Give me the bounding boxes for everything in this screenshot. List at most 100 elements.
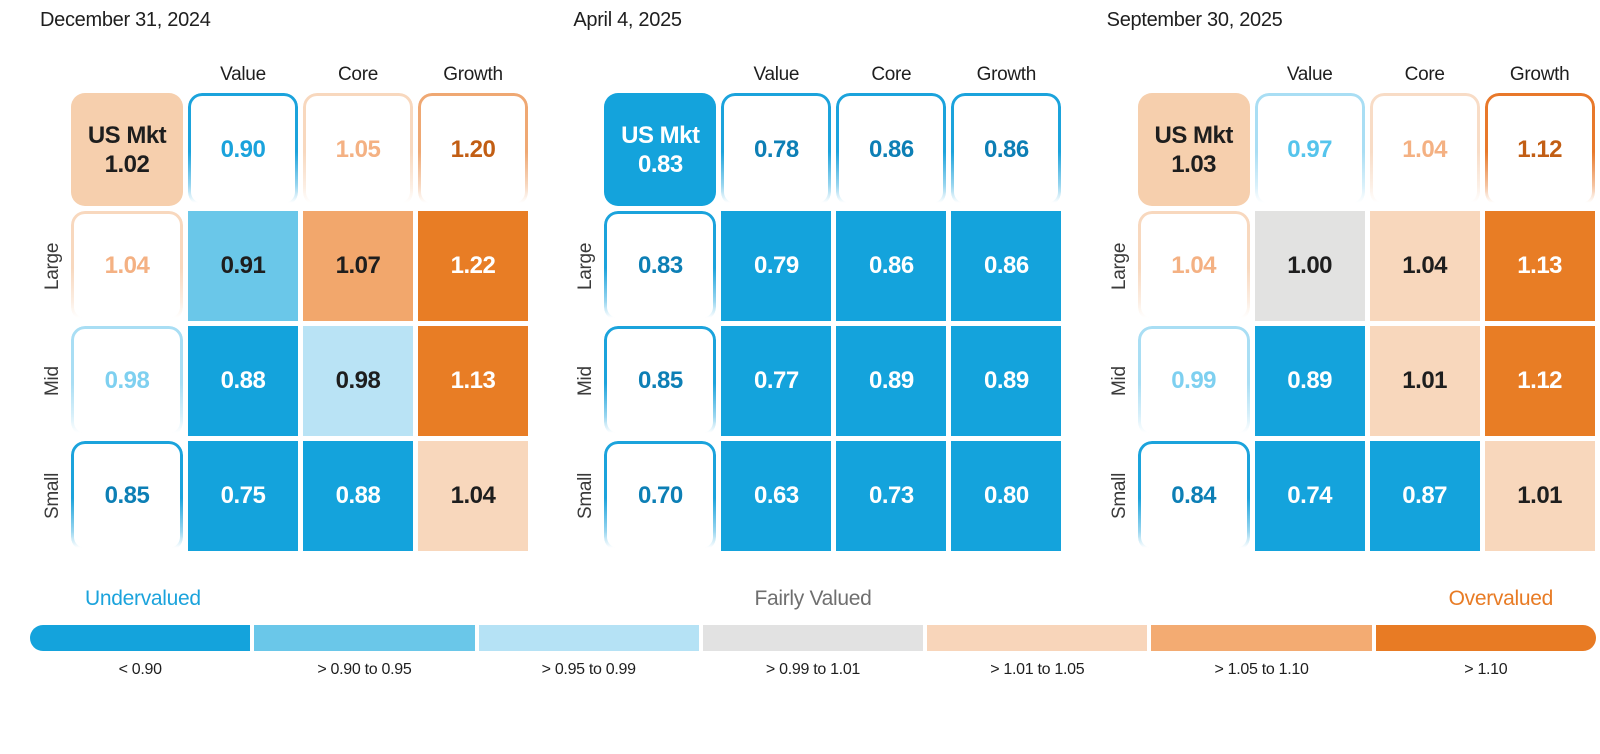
- grid-corner: [1107, 93, 1133, 206]
- us-market-value: 0.83: [637, 150, 683, 178]
- grid-cell-mid-growth: 1.12: [1484, 326, 1595, 436]
- grid-corner: [1138, 64, 1250, 88]
- legend-label-undervalued: Undervalued: [85, 587, 201, 610]
- column-header-value: Value: [1286, 64, 1333, 85]
- us-market-value: 1.03: [1171, 150, 1217, 178]
- grid-corner: [573, 93, 599, 206]
- row-summary-small: 0.85: [71, 441, 183, 551]
- style-box-grid: Value Core Growth US Mkt 0.83 0.78 0.86 …: [573, 64, 1066, 551]
- grid-corner: [1107, 64, 1133, 88]
- grid-corner: [604, 64, 716, 88]
- grid-cell-mid-growth: 1.13: [418, 326, 528, 436]
- column-header-growth: Growth: [976, 64, 1037, 85]
- grid-corner: [40, 64, 66, 88]
- row-summary-large: 1.04: [71, 211, 183, 321]
- legend-label-overvalued: Overvalued: [1448, 587, 1554, 610]
- column-header-value: Value: [753, 64, 800, 85]
- row-summary-large: 1.04: [1137, 211, 1250, 321]
- grid-cell-small-value: 0.63: [721, 441, 832, 551]
- grid-cell-mid-core: 0.89: [836, 326, 947, 436]
- panel-apr-4-2025: April 4, 2025 Value Core Growth US Mkt 0…: [533, 0, 1066, 551]
- row-label-mid: Mid: [1108, 366, 1130, 396]
- grid-cell-large-core: 1.07: [303, 211, 413, 321]
- us-market-value: 1.02: [104, 150, 150, 178]
- row-label-mid: Mid: [575, 366, 597, 396]
- legend-titles: Undervalued Fairly Valued Overvalued: [30, 587, 1596, 611]
- grid-cell-small-core: 0.73: [836, 441, 947, 551]
- legend-segment: [702, 625, 924, 651]
- panel-sep-30-2025: September 30, 2025 Value Core Growth US …: [1067, 0, 1600, 551]
- panel-dec-31-2024: December 31, 2024 Value Core Growth US M…: [0, 0, 533, 551]
- legend-segment: [1375, 625, 1596, 651]
- grid-corner: [71, 64, 183, 88]
- legend-range: > 0.95 to 0.99: [541, 661, 636, 678]
- grid-cell-large-growth: 1.22: [418, 211, 528, 321]
- legend-range: > 0.99 to 1.01: [765, 661, 861, 678]
- legend-segment: [1151, 625, 1372, 651]
- column-header-value: Value: [220, 64, 266, 85]
- grid-cell-mid-core: 1.01: [1369, 326, 1480, 436]
- column-summary-value: 0.97: [1254, 93, 1365, 206]
- legend-segment: [30, 625, 251, 651]
- grid-cell-large-value: 0.79: [721, 211, 832, 321]
- row-summary-small: 0.70: [604, 441, 717, 551]
- grid-corner: [40, 93, 66, 206]
- column-header-core: Core: [871, 64, 912, 85]
- legend-range: > 1.01 to 1.05: [990, 661, 1085, 678]
- style-box-grid: Value Core Growth US Mkt 1.02 0.90 1.05 …: [40, 64, 533, 551]
- us-market-cell: US Mkt 1.02: [71, 93, 183, 206]
- legend-color-bar: [30, 625, 1596, 651]
- row-label-large: Large: [1108, 242, 1130, 290]
- grid-cell-large-core: 0.86: [836, 211, 947, 321]
- column-summary-growth: 1.20: [418, 93, 528, 206]
- grid-cell-small-core: 0.88: [303, 441, 413, 551]
- row-summary-mid: 0.85: [604, 326, 717, 436]
- us-market-label: US Mkt: [621, 121, 700, 149]
- column-summary-growth: 1.12: [1484, 93, 1595, 206]
- grid-cell-small-growth: 1.04: [418, 441, 528, 551]
- panel-date: December 31, 2024: [40, 9, 211, 31]
- row-summary-small: 0.84: [1137, 441, 1250, 551]
- legend-range-labels: < 0.90 > 0.90 to 0.95 > 0.95 to 0.99 > 0…: [30, 661, 1596, 679]
- grid-cell-large-value: 0.91: [188, 211, 298, 321]
- grid-cell-small-growth: 0.80: [951, 441, 1062, 551]
- legend-range: > 1.05 to 1.10: [1214, 661, 1309, 678]
- us-market-cell: US Mkt 1.03: [1137, 93, 1250, 206]
- grid-corner: [573, 64, 599, 88]
- row-label-small: Small: [1108, 473, 1130, 520]
- column-header-growth: Growth: [1509, 64, 1570, 85]
- row-label-small: Small: [42, 473, 63, 520]
- grid-cell-mid-value: 0.77: [721, 326, 832, 436]
- legend-segment: [478, 625, 699, 651]
- grid-cell-large-value: 1.00: [1254, 211, 1365, 321]
- legend-label-fairly-valued: Fairly Valued: [754, 587, 872, 610]
- column-summary-core: 1.04: [1369, 93, 1480, 206]
- grid-cell-mid-value: 0.88: [188, 326, 298, 436]
- row-summary-mid: 0.98: [71, 326, 183, 436]
- row-summary-mid: 0.99: [1137, 326, 1250, 436]
- panel-date: April 4, 2025: [573, 9, 682, 31]
- legend-range: > 0.90 to 0.95: [317, 661, 412, 678]
- grid-cell-small-value: 0.74: [1254, 441, 1365, 551]
- row-label-mid: Mid: [42, 366, 63, 396]
- column-summary-core: 1.05: [303, 93, 413, 206]
- grid-cell-small-value: 0.75: [188, 441, 298, 551]
- grid-cell-mid-growth: 0.89: [951, 326, 1062, 436]
- legend-range: > 1.10: [1464, 661, 1508, 678]
- grid-cell-large-core: 1.04: [1369, 211, 1480, 321]
- us-market-cell: US Mkt 0.83: [604, 93, 717, 206]
- column-summary-value: 0.78: [721, 93, 832, 206]
- legend-segment: [254, 625, 475, 651]
- us-market-label: US Mkt: [87, 121, 167, 149]
- grid-cell-small-core: 0.87: [1369, 441, 1480, 551]
- us-market-label: US Mkt: [1154, 121, 1233, 149]
- column-header-core: Core: [1404, 64, 1445, 85]
- legend-segment: [927, 625, 1148, 651]
- legend-range: < 0.90: [118, 661, 162, 678]
- grid-cell-mid-core: 0.98: [303, 326, 413, 436]
- row-label-large: Large: [42, 242, 63, 290]
- column-header-growth: Growth: [443, 64, 503, 85]
- style-box-panels: December 31, 2024 Value Core Growth US M…: [0, 0, 1600, 551]
- valuation-legend: Undervalued Fairly Valued Overvalued < 0…: [30, 587, 1596, 679]
- row-summary-large: 0.83: [604, 211, 717, 321]
